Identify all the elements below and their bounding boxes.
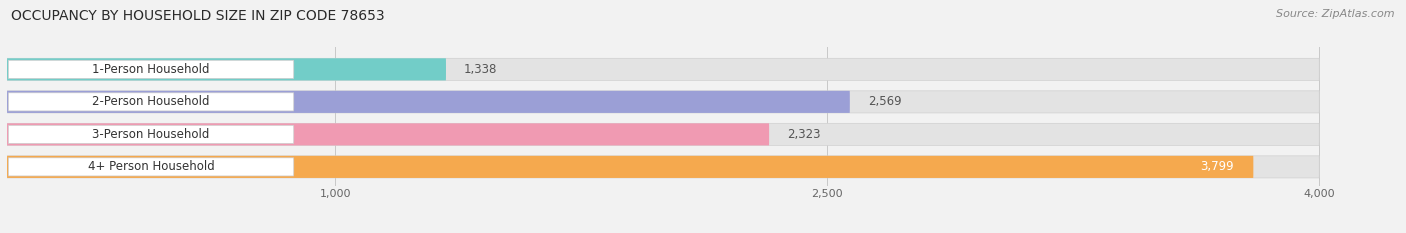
Text: 3-Person Household: 3-Person Household <box>93 128 209 141</box>
FancyBboxPatch shape <box>7 91 849 113</box>
Text: 2,323: 2,323 <box>787 128 821 141</box>
FancyBboxPatch shape <box>8 60 294 79</box>
FancyBboxPatch shape <box>7 91 1319 113</box>
FancyBboxPatch shape <box>7 123 769 145</box>
FancyBboxPatch shape <box>7 123 1319 145</box>
Text: 4+ Person Household: 4+ Person Household <box>87 160 215 173</box>
Text: 1-Person Household: 1-Person Household <box>93 63 209 76</box>
FancyBboxPatch shape <box>7 58 446 80</box>
Text: OCCUPANCY BY HOUSEHOLD SIZE IN ZIP CODE 78653: OCCUPANCY BY HOUSEHOLD SIZE IN ZIP CODE … <box>11 9 385 23</box>
FancyBboxPatch shape <box>8 93 294 111</box>
FancyBboxPatch shape <box>7 156 1319 178</box>
Text: Source: ZipAtlas.com: Source: ZipAtlas.com <box>1277 9 1395 19</box>
FancyBboxPatch shape <box>7 156 1253 178</box>
Text: 1,338: 1,338 <box>464 63 498 76</box>
Text: 2,569: 2,569 <box>868 95 901 108</box>
FancyBboxPatch shape <box>7 58 1319 80</box>
Text: 2-Person Household: 2-Person Household <box>93 95 209 108</box>
FancyBboxPatch shape <box>8 125 294 144</box>
Text: 3,799: 3,799 <box>1201 160 1233 173</box>
FancyBboxPatch shape <box>8 158 294 176</box>
